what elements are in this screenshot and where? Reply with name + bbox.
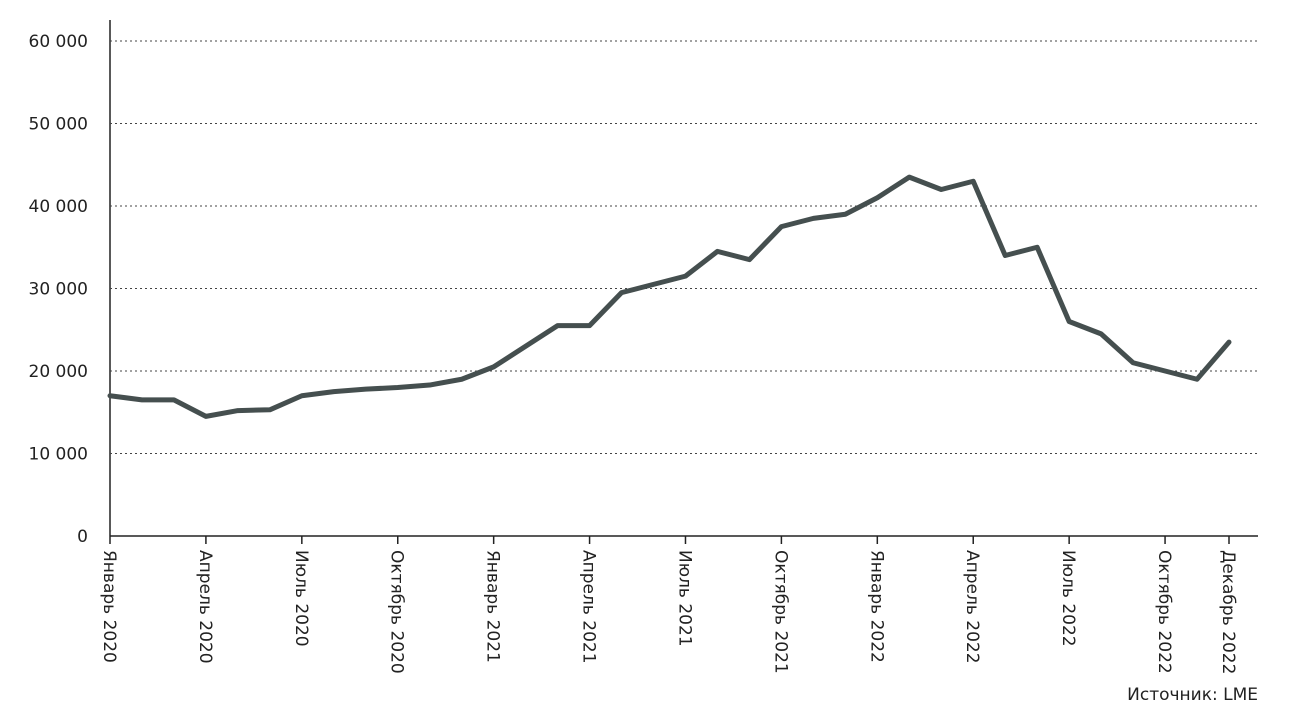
x-tick-label: Октябрь 2020 <box>387 550 407 674</box>
x-tick-label: Апрель 2022 <box>962 550 982 664</box>
x-tick-label: Октябрь 2021 <box>770 550 790 674</box>
line <box>107 174 1232 419</box>
x-tick-label: Апрель 2021 <box>579 550 599 664</box>
y-tick-label: 0 <box>77 527 88 547</box>
y-tick-label: 40 000 <box>29 197 88 217</box>
y-tick-label: 60 000 <box>29 32 88 52</box>
x-tick-label: Январь 2022 <box>866 550 886 663</box>
y-tick-label: 50 000 <box>29 115 88 135</box>
y-tick-label: 30 000 <box>29 280 88 300</box>
x-tick-label: Январь 2020 <box>99 550 119 663</box>
x-tick-label: Июль 2021 <box>674 550 694 647</box>
x-tick-label: Июль 2020 <box>291 550 311 647</box>
x-tick-label: Декабрь 2022 <box>1218 550 1238 674</box>
x-tick-label: Октябрь 2022 <box>1154 550 1174 674</box>
y-tick-label: 20 000 <box>29 362 88 382</box>
source: Источник: LME <box>1127 685 1258 705</box>
x-tick-label: Июль 2022 <box>1058 550 1078 647</box>
y-tick-label: 10 000 <box>29 445 88 465</box>
x-tick-label: Январь 2021 <box>483 550 503 663</box>
x-tick-label: Апрель 2020 <box>195 550 215 664</box>
